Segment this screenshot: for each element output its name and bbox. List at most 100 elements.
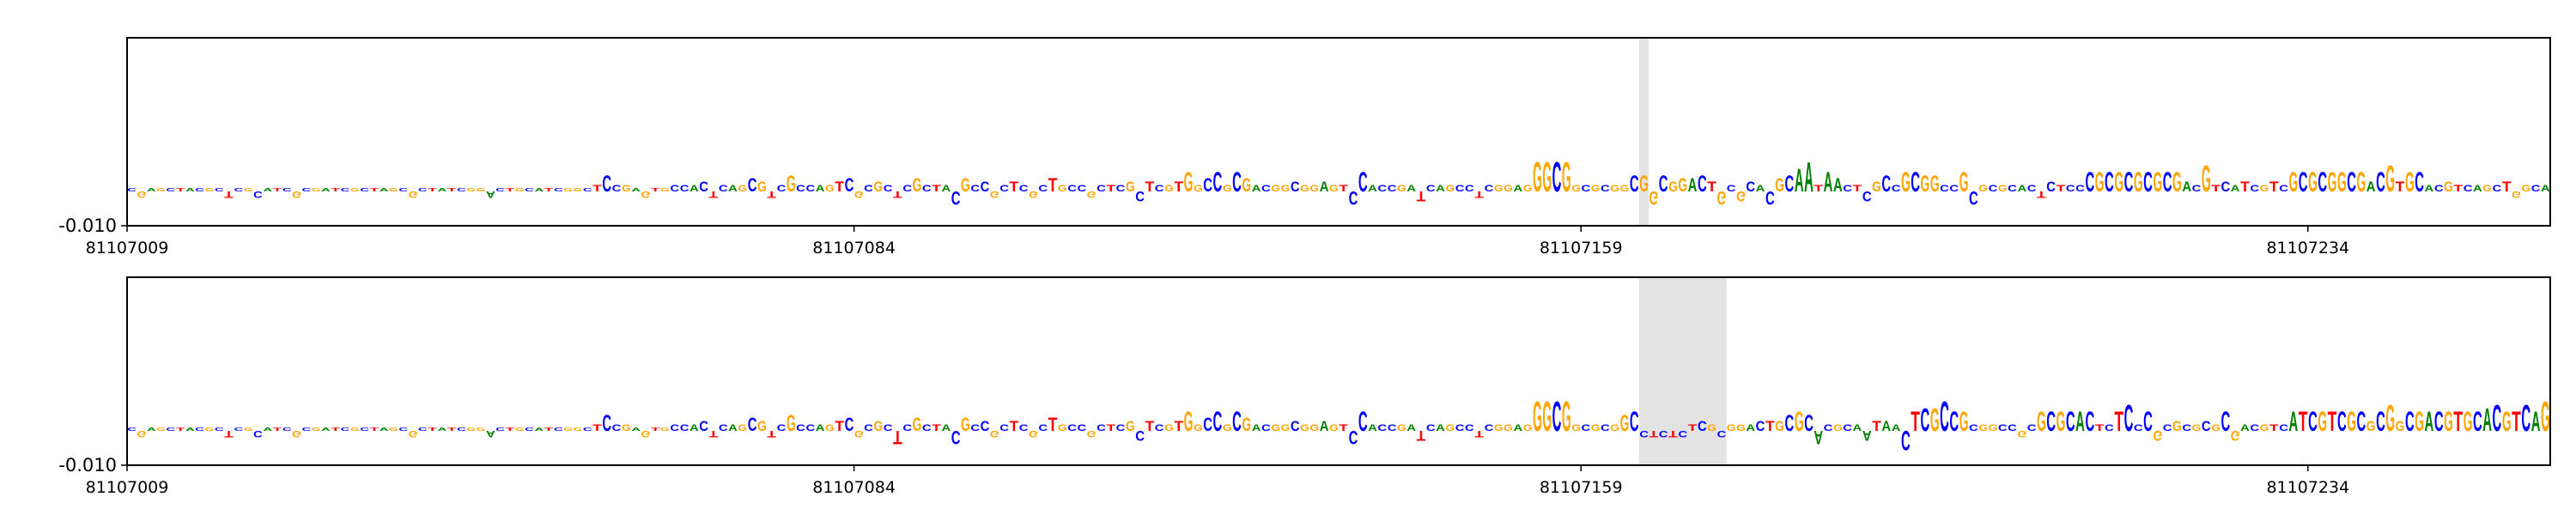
logo-letter: C bbox=[1892, 183, 1901, 194]
logo-letter: C bbox=[1698, 420, 1707, 435]
logo-letter: G bbox=[622, 183, 631, 194]
logo-letter: C bbox=[2531, 183, 2541, 194]
logo-letter: C bbox=[864, 422, 873, 433]
logo-letter: G bbox=[1978, 183, 1988, 194]
logo-letter: G bbox=[292, 429, 301, 440]
logo-letter: A bbox=[728, 422, 738, 433]
logo-letter: G bbox=[990, 190, 999, 201]
logo-letter: A bbox=[321, 427, 331, 433]
logo-letter: G bbox=[622, 422, 631, 433]
logo-letter: C bbox=[583, 188, 592, 193]
logo-letter: G bbox=[2211, 422, 2221, 433]
logo-letter: A bbox=[690, 183, 699, 194]
logo-letter: A bbox=[1368, 183, 1377, 194]
logo-letter: C bbox=[2299, 167, 2308, 198]
logo-letter: G bbox=[2385, 157, 2395, 200]
logo-letter: T bbox=[1417, 188, 1426, 203]
logo-letter: C bbox=[495, 427, 505, 433]
logo-letter: G bbox=[2202, 157, 2211, 200]
logo-letter: C bbox=[670, 422, 679, 433]
logo-letter: C bbox=[457, 188, 466, 193]
logo-letter: T bbox=[932, 422, 941, 433]
logo-letter: C bbox=[796, 183, 805, 194]
logo-letter: C bbox=[1426, 422, 1436, 433]
logo-letter: C bbox=[951, 188, 961, 209]
logo-letter: G bbox=[1329, 183, 1339, 194]
logo-letter: C bbox=[1881, 170, 1891, 197]
logo-letter: T bbox=[709, 190, 719, 201]
logo-letter: G bbox=[2444, 180, 2453, 196]
logo-letter: T bbox=[447, 427, 457, 433]
logo-letter: A bbox=[486, 190, 495, 201]
x-tick-label: 81107009 bbox=[86, 239, 169, 258]
logo-letter: G bbox=[2318, 407, 2327, 438]
logo-letter: A bbox=[941, 183, 951, 194]
logo-letter: G bbox=[1620, 409, 1630, 436]
logo-letter: C bbox=[2464, 183, 2473, 194]
logo-letter: T bbox=[2453, 183, 2463, 194]
logo-letter: C bbox=[748, 414, 757, 435]
logo-letter: T bbox=[2114, 407, 2123, 438]
logo-letter: G bbox=[2057, 407, 2066, 438]
logo-letter: C bbox=[2075, 183, 2085, 194]
y-tick-label: -0.010 bbox=[58, 215, 117, 236]
logo-letter: C bbox=[1232, 167, 1242, 198]
logo-letter: C bbox=[2182, 422, 2191, 433]
logo-letter: A bbox=[1436, 183, 1445, 194]
logo-letter: A bbox=[263, 427, 272, 433]
logo-letter: A bbox=[2182, 180, 2191, 196]
logo-letter: G bbox=[1309, 183, 1319, 194]
logo-letter: C bbox=[554, 188, 563, 193]
logo-letter: C bbox=[195, 188, 204, 193]
logo-letter: C bbox=[1601, 183, 1610, 194]
logo-letter: C bbox=[2192, 183, 2202, 194]
logo-letter: C bbox=[2008, 422, 2017, 433]
logo-letter: G bbox=[660, 427, 670, 433]
logo-letter: C bbox=[1989, 183, 1998, 194]
logo-letter: G bbox=[641, 429, 651, 440]
logo-letter: C bbox=[1455, 183, 1465, 194]
logo-letter: T bbox=[369, 188, 379, 193]
logo-letter: C bbox=[166, 427, 175, 433]
y-tick-label: -0.010 bbox=[58, 455, 117, 476]
logo-letter: T bbox=[506, 427, 515, 433]
logo-letter: G bbox=[641, 190, 651, 201]
logo-letter: T bbox=[2453, 407, 2463, 438]
x-tick-label: 81107084 bbox=[812, 239, 896, 258]
logo-letter: A bbox=[2231, 183, 2240, 194]
logo-letter: G bbox=[389, 188, 398, 193]
logo-letter: C bbox=[805, 422, 815, 433]
logo-letter: G bbox=[2347, 407, 2356, 438]
logo-letter: C bbox=[902, 183, 912, 194]
logo-letter: A bbox=[2075, 407, 2085, 438]
logo-letter: C bbox=[1940, 183, 1949, 194]
logo-letter: C bbox=[1067, 422, 1077, 433]
logo-letter: C bbox=[2046, 180, 2056, 196]
logo-letter: A bbox=[147, 188, 156, 193]
logo-letter: T bbox=[1765, 420, 1775, 435]
logo-letter: A bbox=[1795, 163, 1804, 199]
logo-letter: C bbox=[341, 427, 350, 433]
logo-letter: A bbox=[2425, 407, 2434, 438]
logo-letter: A bbox=[185, 188, 195, 193]
logo-letter: G bbox=[1610, 422, 1619, 433]
x-tick-label: 81107009 bbox=[86, 478, 169, 497]
logo-letter: T bbox=[1009, 180, 1018, 196]
logo-letter: G bbox=[1571, 183, 1581, 194]
logo-letter: G bbox=[1668, 180, 1678, 196]
logo-letter: G bbox=[1649, 188, 1658, 209]
logo-letter: G bbox=[787, 409, 796, 436]
logo-letter: C bbox=[1465, 183, 1474, 194]
logo-letter: C bbox=[922, 422, 932, 433]
logo-letter: G bbox=[2153, 167, 2162, 198]
logo-letter: A bbox=[1881, 420, 1891, 435]
logo-letter: C bbox=[234, 188, 243, 193]
logo-letter: G bbox=[1959, 407, 1969, 438]
logo-letter: G bbox=[1872, 180, 1881, 196]
logo-letter: C bbox=[2250, 422, 2259, 433]
logo-letter: G bbox=[2172, 420, 2182, 435]
logo-letter: A bbox=[380, 427, 389, 433]
logo-letter: G bbox=[1523, 422, 1533, 433]
logo-letter: G bbox=[757, 180, 767, 196]
